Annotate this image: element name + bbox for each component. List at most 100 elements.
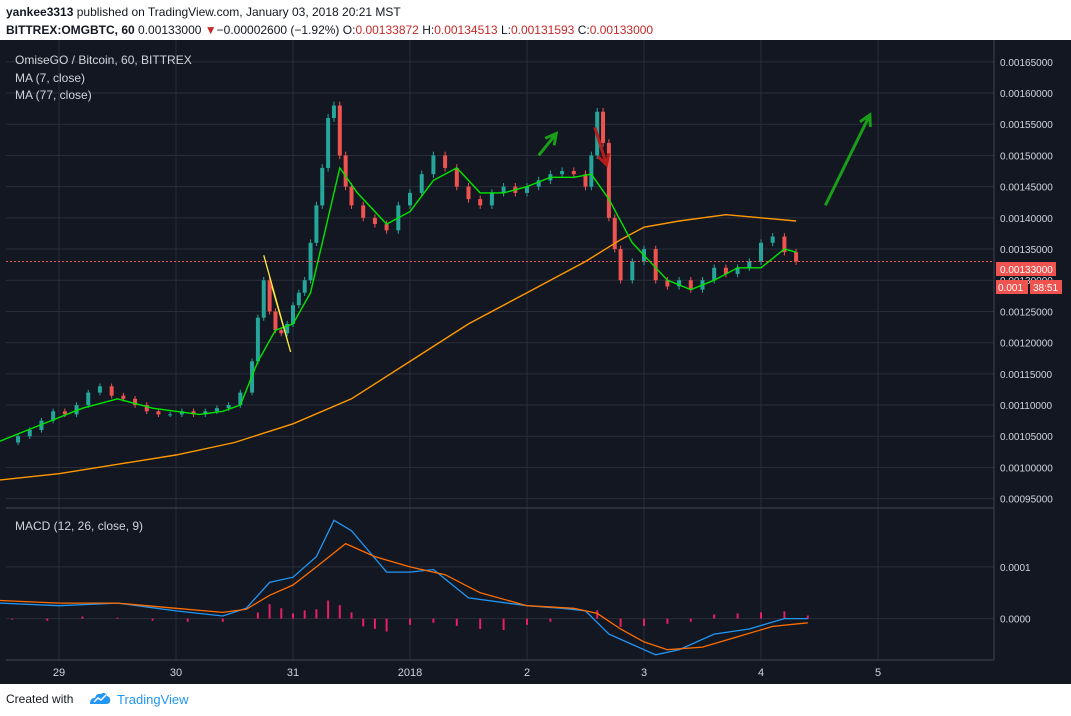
candle-body [314, 205, 319, 243]
candle-body [191, 411, 196, 415]
time-tick-label: 5 [875, 667, 881, 679]
macd-tick-label: 0.0000 [1000, 615, 1031, 626]
time-tick-label: 30 [170, 667, 182, 679]
candle-body [454, 167, 459, 187]
candle-body [267, 280, 272, 312]
ma77-line [0, 213, 797, 481]
candle-body [349, 186, 354, 206]
candle-body [343, 155, 348, 187]
candle-body [326, 118, 331, 168]
candle-body [419, 174, 424, 193]
candle-body [606, 142, 611, 218]
short-price-label: 0.001 [998, 283, 1023, 294]
candle-body [302, 280, 307, 293]
time-tick-label: 2 [524, 667, 530, 679]
grid-lines [6, 40, 994, 660]
candle-body [62, 411, 67, 415]
arrow-up-small [537, 131, 559, 157]
candle-body [489, 192, 494, 206]
candle-body [226, 405, 231, 409]
candle-body [478, 199, 483, 206]
price-tick-label: 0.00095000 [1000, 495, 1053, 506]
candle-body [168, 414, 173, 416]
candle-body [408, 192, 412, 206]
candle-body [431, 155, 436, 175]
candle-body [97, 386, 102, 393]
high-label: H: [422, 23, 435, 37]
candle-body [179, 411, 184, 415]
macd-tick-label: 0.0001 [1000, 563, 1031, 574]
candle-body [372, 217, 377, 225]
author-name[interactable]: yankee3313 [6, 5, 74, 19]
price-badge-bg [996, 262, 1056, 276]
candle-body [144, 405, 149, 412]
candle-body [238, 392, 243, 406]
price-pane[interactable] [0, 101, 994, 481]
candle-body [560, 171, 565, 175]
candle-body [16, 436, 21, 443]
chart-title: OmiseGO / Bitcoin, 60, BITTREX [15, 53, 192, 67]
chart-header: yankee3313 published on TradingView.com,… [0, 0, 1071, 40]
price-tick-label: 0.00105000 [1000, 432, 1053, 443]
candle-body [466, 186, 471, 200]
last-price: 0.00133000 [138, 23, 202, 37]
candle-body [156, 411, 161, 415]
candle-body [285, 323, 290, 334]
candle-body [618, 249, 623, 281]
price-tick-label: 0.00120000 [1000, 339, 1053, 350]
ma7-legend[interactable]: MA (7, close) [15, 71, 85, 85]
candle-body [109, 386, 114, 396]
bar-countdown: 38:51 [1033, 283, 1058, 294]
price-tick-label: 0.00150000 [1000, 151, 1053, 162]
tradingview-logo-icon[interactable] [88, 690, 112, 706]
price-tick-label: 0.00140000 [1000, 214, 1053, 225]
price-tick-label: 0.00160000 [1000, 89, 1053, 100]
price-tick-label: 0.00125000 [1000, 307, 1053, 318]
signal-line [0, 542, 808, 651]
candle-body [677, 280, 682, 287]
candle-body [320, 167, 325, 206]
candle-body [589, 155, 594, 187]
candle-body [735, 267, 740, 274]
candle-body [759, 242, 763, 262]
candle-body [74, 405, 79, 415]
time-tick-label: 29 [53, 667, 65, 679]
macd-legend[interactable]: MACD (12, 26, close, 9) [15, 519, 143, 533]
chart-background [0, 40, 1071, 684]
candle-body [583, 174, 588, 187]
time-axis[interactable]: 29 30 31 2018 2 3 4 5 [53, 667, 881, 679]
high-value: 0.00134513 [434, 23, 498, 37]
countdown-bg [1030, 280, 1062, 294]
open-label: O: [342, 23, 356, 37]
price-axis[interactable]: 0.00165000 0.00160000 0.00155000 0.00150000… [1000, 58, 1053, 626]
ma77-legend[interactable]: MA (77, close) [15, 88, 92, 102]
candle-body [712, 267, 717, 281]
close-label: C: [577, 23, 590, 37]
price-tick-label: 0.00145000 [1000, 183, 1053, 194]
arrow-up-large [824, 112, 872, 207]
low-value: 0.00131593 [510, 23, 575, 37]
candle-body [133, 398, 138, 406]
price-tick-label: 0.00155000 [1000, 120, 1053, 131]
low-label: L: [500, 23, 511, 37]
arrow-down [593, 126, 611, 168]
candle-body [121, 395, 126, 399]
candle-body [601, 111, 606, 143]
macd-pane[interactable] [0, 519, 809, 656]
candle-body [86, 392, 91, 406]
symbol-label: BITTREX:OMGBTC, 60 [6, 23, 135, 37]
time-tick-label: 3 [641, 667, 647, 679]
candle-body [261, 280, 266, 318]
candle-body [525, 186, 529, 193]
arrow-up-large-head [859, 112, 872, 127]
chart-canvas[interactable]: 0.00165000 0.00160000 0.00155000 0.00150000… [0, 40, 1071, 684]
price-badge: 0.00133000 0.001 38:51 [996, 262, 1062, 294]
close-value: 0.00133000 [589, 23, 654, 37]
symbol-line: BITTREX:OMGBTC, 60 0.00133000 ▼−0.000026… [6, 23, 653, 37]
footer: Created with TradingView [0, 684, 1071, 716]
candle-body [747, 261, 752, 268]
arrow-down-shaft [593, 126, 608, 166]
candle-body [688, 280, 693, 290]
candle-body [630, 261, 635, 281]
tradingview-link[interactable]: TradingView [117, 692, 189, 707]
